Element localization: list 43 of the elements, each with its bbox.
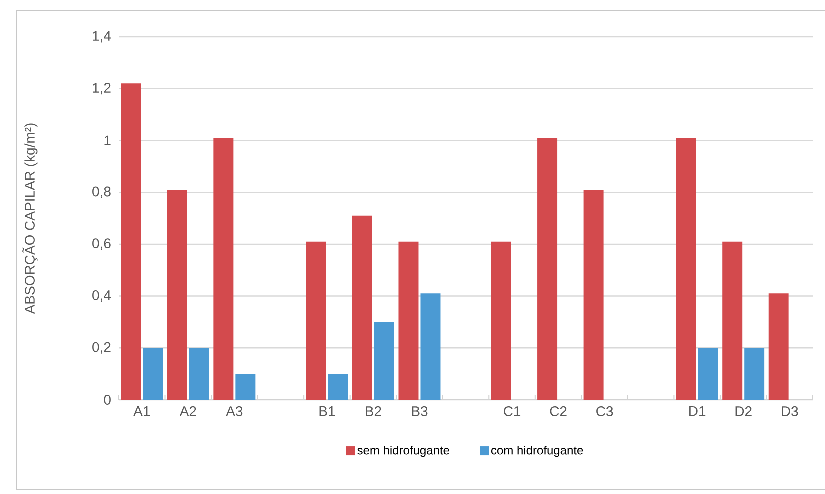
- x-tick-label: D1: [690, 406, 706, 416]
- y-tick-label: 1: [104, 136, 111, 146]
- y-tick-label: 0,8: [92, 186, 111, 198]
- bar: [744, 348, 765, 400]
- bar: [143, 348, 164, 400]
- bar: [214, 138, 234, 400]
- x-tick-label: C2: [550, 406, 567, 416]
- bar: [189, 348, 210, 400]
- bar: [768, 294, 789, 400]
- legend-label: com hidrofugante: [492, 446, 584, 458]
- y-tick-label: 0: [104, 395, 111, 405]
- bar: [538, 138, 558, 400]
- bar: [236, 374, 256, 400]
- y-tick-label: 1,2: [93, 83, 111, 95]
- bar: [491, 242, 512, 400]
- x-tick-label: A1: [134, 406, 150, 416]
- y-tick-label: 0,6: [92, 238, 111, 250]
- bar: [328, 374, 348, 400]
- x-tick-label: C1: [504, 406, 521, 416]
- bar: [374, 322, 394, 400]
- y-tick-label: 1,4: [93, 31, 112, 43]
- bar: [722, 242, 743, 400]
- bar: [352, 216, 372, 400]
- bar: [121, 84, 142, 400]
- y-tick-label: 0,2: [92, 342, 111, 354]
- bar: [398, 242, 419, 400]
- bar: [167, 190, 188, 400]
- x-tick-label: A2: [180, 406, 196, 416]
- bar: [584, 190, 604, 400]
- x-tick-label: B2: [366, 406, 382, 416]
- x-tick-label: D3: [782, 406, 798, 416]
- x-tick-label: B1: [320, 406, 336, 416]
- x-tick-label: D2: [736, 406, 752, 416]
- x-tick-label: A3: [226, 406, 243, 416]
- y-tick-label: 0,4: [92, 290, 112, 302]
- x-tick-label: C3: [596, 406, 614, 416]
- bar: [676, 138, 696, 400]
- legend-label: sem hidrofugante: [358, 446, 450, 458]
- y-axis-title: ABSORÇÃO CAPILAR (kg/m²): [22, 124, 38, 314]
- bar: [698, 348, 718, 400]
- x-tick-label: B3: [412, 406, 428, 416]
- bar: [420, 294, 441, 400]
- bar: [306, 242, 326, 400]
